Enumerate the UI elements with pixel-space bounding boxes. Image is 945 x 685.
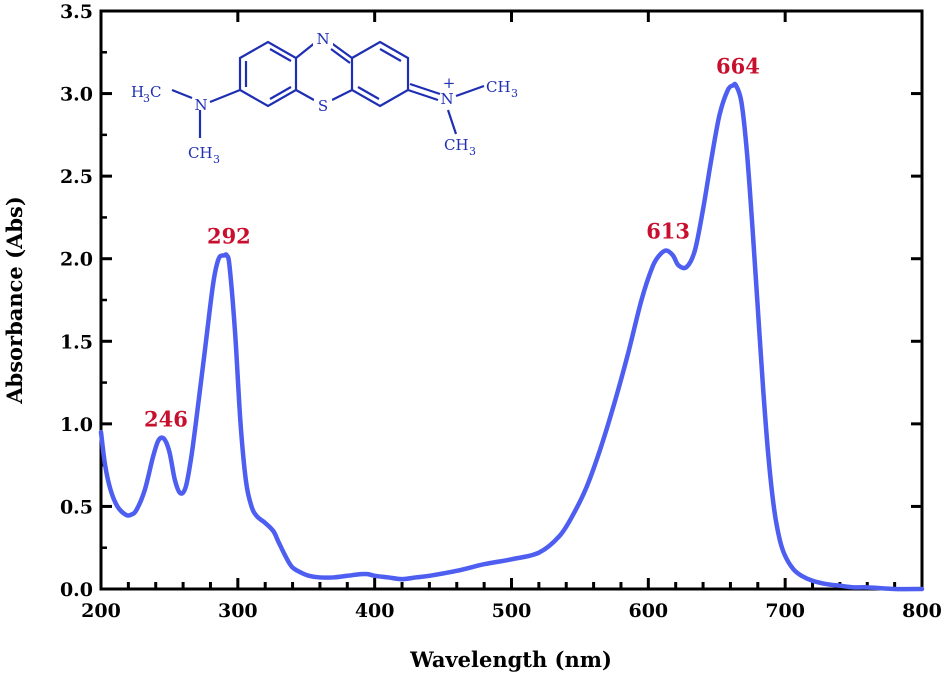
left-methyl-bottom-sub: 3	[213, 153, 220, 166]
x-tick-label: 600	[628, 600, 668, 622]
y-tick-label: 1.5	[60, 331, 93, 353]
right-methyl-bottom-sub: 3	[469, 145, 476, 158]
bond-ring-n-left	[209, 88, 241, 104]
peak-label: 246	[144, 407, 188, 432]
bond-n-me-right-bottom	[446, 109, 458, 135]
absorbance-curve	[98, 81, 925, 592]
right-methyl-top-ch: CH	[486, 78, 511, 96]
annotation-layer: 246 292 613 664	[144, 53, 760, 431]
right-methyl-bottom-ch: CH	[444, 136, 469, 154]
bond-n-c-right	[329, 41, 353, 59]
bond-c-s-left	[295, 89, 315, 101]
atom-n-right: N	[440, 90, 453, 108]
y-tick-label: 0.0	[60, 579, 93, 601]
bond-c-n-left	[295, 41, 317, 59]
molecule-structure	[171, 40, 485, 138]
x-axis-title: Wavelength (nm)	[409, 647, 612, 672]
right-ring	[350, 40, 410, 108]
atom-s: S	[318, 97, 328, 115]
atom-n-left: N	[194, 96, 207, 114]
n-top-bg	[313, 28, 333, 48]
left-ring-inner-3	[269, 86, 292, 100]
y-tick-label: 0.5	[60, 496, 93, 518]
ticks-layer: 200 300 400 500 600 700 800 0.0 0.5 1.0 1.5 2.0 2.5 3…	[60, 1, 942, 622]
right-methyl-top-sub: 3	[511, 87, 518, 100]
y-tick-label: 2.0	[60, 249, 93, 271]
left-methyl-h: H	[131, 83, 144, 101]
x-tick-label: 400	[355, 600, 395, 622]
charge-plus: +	[443, 74, 456, 92]
y-axis-title: Absorbance (Abs)	[2, 196, 27, 405]
left-ring	[238, 40, 298, 108]
left-ring-inner-2	[269, 48, 292, 62]
y-tick-label: 2.5	[60, 166, 93, 188]
y-tick-label: 3.0	[60, 84, 93, 106]
right-ring-inner-2	[357, 86, 380, 100]
left-methyl-bottom-ch: CH	[188, 144, 213, 162]
bond-ring-n-right-2	[409, 82, 441, 96]
y-tick-label: 1.0	[60, 414, 93, 436]
x-tick-label: 700	[765, 600, 805, 622]
right-ring-inner-1	[379, 48, 402, 62]
left-methyl-h-sub: 3	[143, 92, 150, 105]
bond-n-c-right-double	[330, 48, 351, 64]
bond-ring-n-right-1	[407, 88, 439, 102]
x-tick-label: 300	[218, 600, 258, 622]
peak-label: 664	[716, 53, 760, 78]
left-methyl-c: C	[150, 83, 161, 101]
atom-n-top: N	[316, 30, 329, 48]
x-tick-label: 500	[492, 600, 532, 622]
y-tick-label: 3.5	[60, 1, 93, 23]
x-tick-label: 200	[81, 600, 121, 622]
curve-layer	[98, 81, 925, 592]
s-bg	[314, 95, 332, 115]
bond-s-c-right	[331, 89, 353, 101]
molecule-labels: N S H 3 C N CH 3 N + CH 3 CH 3	[131, 28, 518, 166]
bond-n-me-right-top	[455, 84, 485, 98]
peak-label: 292	[207, 223, 251, 248]
bond-n-me-left-top	[171, 88, 193, 100]
x-tick-label: 800	[902, 600, 942, 622]
peak-label: 613	[646, 218, 690, 243]
